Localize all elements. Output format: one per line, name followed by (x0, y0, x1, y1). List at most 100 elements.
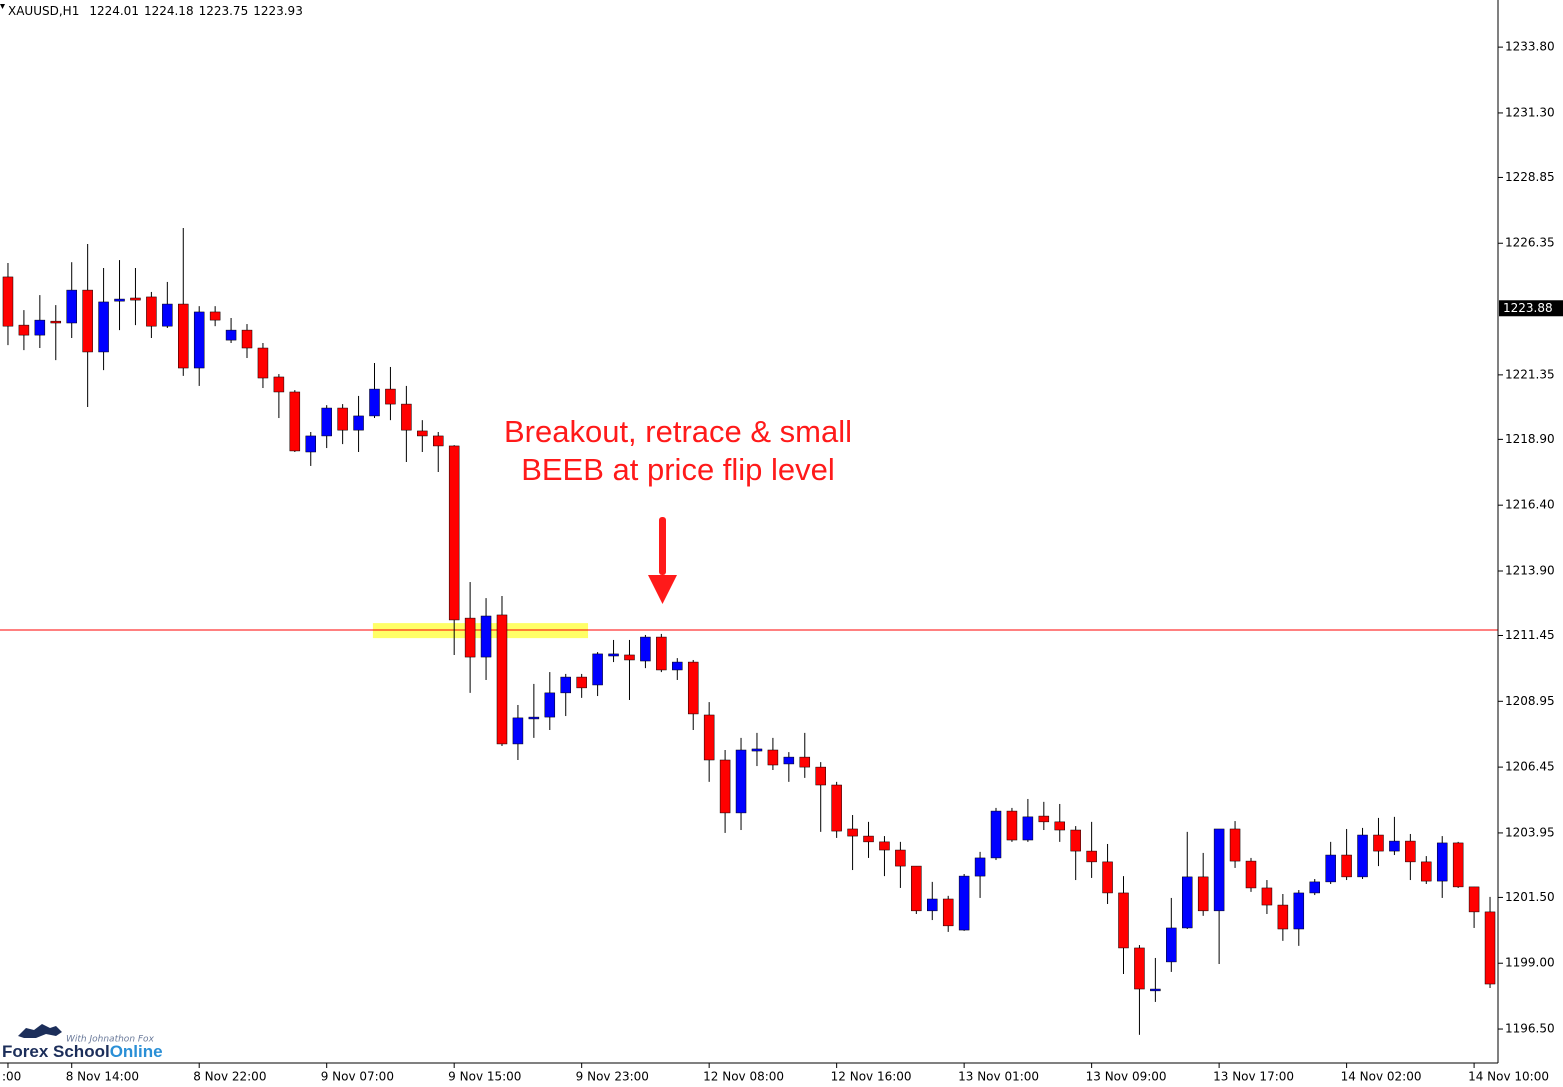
candle-body (831, 784, 842, 832)
candle-body (114, 298, 125, 302)
candle-body (767, 749, 779, 766)
candle-body (1293, 892, 1305, 930)
y-tick-label: 1228.85 (1505, 170, 1555, 184)
candle-body (1118, 892, 1129, 949)
y-tick-label: 1203.95 (1505, 825, 1555, 839)
candle-body (432, 435, 444, 447)
y-tick-label: 1199.00 (1505, 956, 1555, 970)
annotation-arrow (648, 517, 677, 604)
candle-body (672, 661, 683, 671)
ohlc-high: 1224.18 (144, 4, 194, 18)
candle-body (1086, 850, 1097, 863)
annotation-line: Breakout, retrace & small (504, 414, 852, 449)
candle-body (34, 319, 46, 336)
x-tick-label: :00 (2, 1070, 21, 1084)
candle-body (1436, 842, 1448, 882)
candle-body (1325, 854, 1336, 883)
candle-body (273, 376, 285, 393)
candle-body (1213, 828, 1225, 912)
candle-body (990, 810, 1002, 859)
y-tick-label: 1201.50 (1505, 890, 1555, 904)
candle-body (847, 828, 858, 837)
y-tick-label: 1208.95 (1505, 694, 1555, 708)
candle-body (178, 303, 189, 369)
candle-body (146, 296, 157, 327)
arrow-shaft (659, 517, 666, 575)
candle-body (1389, 840, 1400, 852)
header: XAUUSD,H1 1224.01 1224.18 1223.75 1223.93 (8, 4, 303, 18)
candle-body (1166, 927, 1177, 963)
candle-body (911, 865, 922, 912)
candle-body (1405, 840, 1416, 863)
candle-body (337, 407, 348, 431)
candle-body (1181, 876, 1193, 929)
y-tick-label: 1231.30 (1505, 105, 1555, 119)
candle-body (1373, 834, 1384, 852)
x-tick-label: 13 Nov 09:00 (1086, 1070, 1167, 1084)
zone (372, 623, 589, 639)
candle-body (321, 407, 332, 437)
candle-body (353, 415, 364, 431)
candle-body (576, 676, 587, 689)
x-tick-label: 13 Nov 17:00 (1213, 1070, 1294, 1084)
candle-body (1006, 810, 1018, 841)
x-tick-label: 14 Nov 02:00 (1341, 1070, 1422, 1084)
candle-body (209, 311, 221, 321)
candle-body (305, 435, 317, 453)
current-price-label: 1223.88 (1503, 301, 1553, 315)
candle-body (608, 653, 619, 657)
candle-body (98, 301, 109, 353)
x-tick-label: 8 Nov 14:00 (66, 1070, 139, 1084)
candle-body (703, 714, 715, 761)
x-tick-label: 12 Nov 16:00 (831, 1070, 912, 1084)
plot-area (0, 227, 1498, 1035)
y-tick-label: 1213.90 (1505, 563, 1555, 577)
logo-tagline: With Johnathon Fox (66, 1035, 155, 1045)
candle-body (369, 388, 380, 417)
candle-body (1070, 829, 1081, 852)
candle-body (1468, 886, 1480, 913)
candle-body (18, 324, 30, 336)
candle-body (241, 329, 253, 349)
candle-body (1197, 876, 1209, 912)
candle-body (640, 636, 651, 662)
candle-body (289, 391, 301, 452)
logo-name-accent: Online (110, 1042, 163, 1061)
candle-body (1102, 861, 1113, 894)
candle-body (687, 661, 699, 715)
x-tick-label: 9 Nov 15:00 (448, 1070, 521, 1084)
candle-body (1150, 988, 1161, 992)
candle-body (401, 403, 412, 431)
candle-body (751, 748, 763, 752)
candle-body (1484, 911, 1496, 985)
candle-body (82, 289, 93, 353)
y-tick-label: 1206.45 (1505, 760, 1555, 774)
y-tick-label: 1218.90 (1505, 432, 1555, 446)
candle-body (464, 617, 476, 658)
header-icon (0, 4, 5, 9)
candle-body (958, 875, 970, 931)
logo-name-main: Forex School (2, 1042, 110, 1061)
x-tick-label: 13 Nov 01:00 (958, 1070, 1039, 1084)
x-tick-label: 9 Nov 07:00 (321, 1070, 394, 1084)
candle-body (50, 320, 62, 324)
candle-body (799, 756, 811, 768)
candle-body (544, 692, 556, 718)
ohlc-open: 1224.01 (89, 4, 139, 18)
candle-body (130, 297, 141, 301)
candle-body (225, 329, 237, 341)
candle-body (1309, 881, 1320, 894)
candle-body (895, 849, 906, 867)
annotation-line: BEEB at price flip level (521, 452, 835, 487)
candle-body (2, 276, 14, 327)
candle-body (1229, 828, 1241, 862)
candle-body (1038, 815, 1050, 823)
y-tick-label: 1211.45 (1505, 628, 1555, 642)
candle-body (528, 716, 540, 720)
candle-body (480, 615, 492, 658)
candle-body (448, 445, 460, 621)
candle-body (1341, 854, 1352, 878)
candle-body (1022, 816, 1034, 841)
